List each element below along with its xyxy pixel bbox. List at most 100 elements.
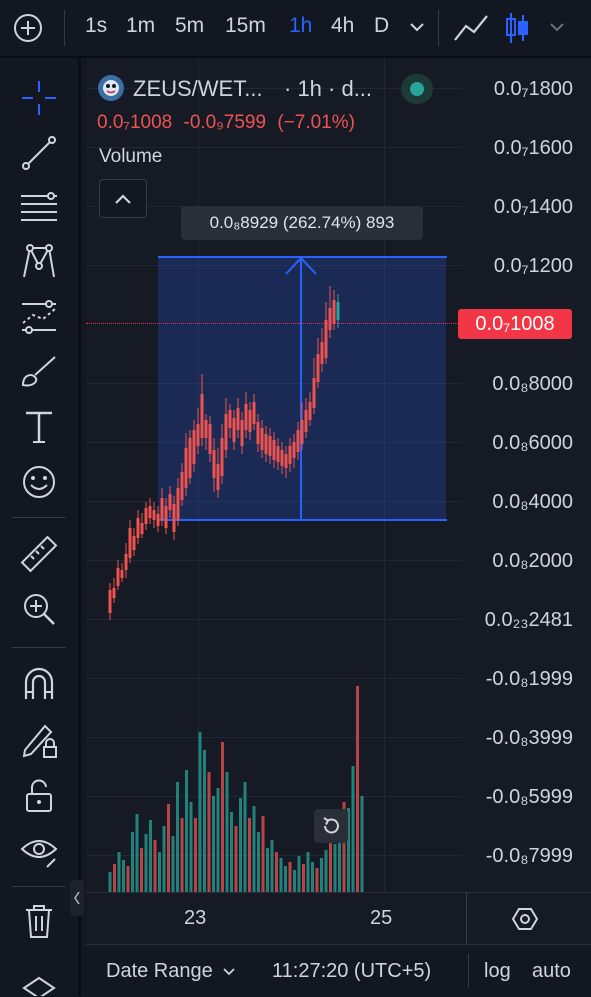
- volume-bar: [126, 866, 130, 892]
- reset-chart-button[interactable]: [314, 809, 348, 843]
- volume-bar: [257, 832, 260, 892]
- token-logo-icon: [98, 75, 124, 101]
- symbol-title[interactable]: ZEUS/WET...: [133, 76, 263, 101]
- volume-bar: [243, 782, 247, 892]
- time-label: 25: [370, 907, 393, 929]
- grid-line: [384, 58, 385, 892]
- date-range-label: Date Range: [106, 960, 213, 982]
- market-status[interactable]: [401, 74, 433, 104]
- candle-body: [144, 508, 148, 524]
- trend-line-tool[interactable]: [16, 130, 62, 176]
- volume-bar: [360, 796, 364, 892]
- delete-tool[interactable]: [16, 898, 62, 944]
- clock[interactable]: 11:27:20 (UTC+5): [272, 960, 432, 982]
- fib-tool[interactable]: [16, 185, 62, 231]
- price-label: 0.0₈8000: [492, 373, 573, 395]
- prediction-tool[interactable]: [16, 294, 62, 340]
- volume-bar: [149, 820, 152, 892]
- magnet-tool[interactable]: [16, 661, 62, 707]
- timeframe-15m[interactable]: 15m: [225, 14, 266, 37]
- volume-bar: [122, 860, 125, 892]
- brush-tool[interactable]: [16, 349, 62, 395]
- volume-bar: [131, 832, 134, 892]
- emoji-tool[interactable]: [16, 459, 62, 505]
- collapse-toolbar-button[interactable]: [70, 880, 84, 916]
- measure-bottom-line: [158, 519, 447, 521]
- measure-label: 0.0₈8929 (262.74%) 893: [181, 206, 423, 240]
- candle-body: [324, 320, 328, 358]
- pattern-tool[interactable]: [16, 239, 62, 285]
- timeframe-4h[interactable]: 4h: [331, 14, 355, 37]
- candle-body: [192, 430, 196, 464]
- lock-drawing-tool[interactable]: [16, 717, 62, 763]
- candle-body: [264, 434, 268, 454]
- timeframe-1h[interactable]: 1h: [289, 14, 313, 37]
- price-label: 0.0₈6000: [492, 432, 573, 454]
- candle-body: [244, 404, 248, 430]
- trend-line-icon: [22, 136, 56, 170]
- price-label: -0.0₈1999: [485, 668, 573, 690]
- crosshair-icon: [22, 81, 56, 115]
- candles-icon[interactable]: [503, 10, 531, 46]
- timeframe-5m[interactable]: 5m: [175, 14, 205, 37]
- timeframe-1s[interactable]: 1s: [85, 14, 108, 37]
- candle-body: [128, 528, 132, 558]
- collapse-legend-button[interactable]: [99, 179, 147, 218]
- volume-legend[interactable]: Volume: [99, 146, 163, 167]
- timeframe-d[interactable]: D: [374, 14, 390, 37]
- volume-bar: [297, 856, 301, 892]
- volume-bar: [252, 806, 256, 892]
- chevron-down-icon[interactable]: [408, 20, 426, 34]
- ruler-tool[interactable]: [16, 531, 62, 577]
- candle-body: [136, 518, 140, 538]
- candle-body: [196, 424, 200, 446]
- grid-line: [86, 678, 462, 679]
- candle-body: [260, 428, 264, 450]
- chart-settings-icon[interactable]: [512, 906, 538, 932]
- timeframe-1m[interactable]: 1m: [126, 14, 156, 37]
- chevron-up-icon: [115, 193, 131, 204]
- magnet-icon: [24, 667, 54, 699]
- candle-body: [156, 514, 160, 526]
- grid-line: [86, 501, 462, 502]
- more-tools-icon[interactable]: [22, 976, 56, 996]
- time-axis[interactable]: [86, 892, 591, 945]
- candle-body: [204, 420, 208, 438]
- grid-line: [86, 619, 462, 620]
- symbol-interval[interactable]: · 1h · d...: [284, 76, 373, 101]
- bottom-bar: [86, 944, 591, 997]
- price-label: 0.0₇1800: [493, 78, 573, 100]
- candle-body: [288, 446, 292, 464]
- volume-bar: [315, 868, 319, 892]
- volume-bar: [356, 686, 359, 892]
- grid-line: [86, 88, 462, 89]
- candle-body: [312, 378, 316, 408]
- unlock-tool[interactable]: [16, 773, 62, 819]
- volume-bar: [239, 798, 242, 892]
- candle-body: [304, 410, 308, 432]
- candle-body: [336, 302, 340, 320]
- zoom-in-tool[interactable]: [16, 586, 62, 632]
- line-chart-icon[interactable]: [452, 12, 490, 44]
- volume-bar: [176, 782, 179, 892]
- candle-body: [124, 554, 128, 570]
- auto-scale-toggle[interactable]: auto: [532, 960, 571, 982]
- volume-bar: [248, 818, 251, 892]
- chevron-down-icon[interactable]: [548, 20, 566, 34]
- eye-tool[interactable]: [16, 828, 62, 874]
- date-range-button[interactable]: Date Range: [106, 960, 236, 983]
- grid-line: [198, 58, 199, 892]
- candle-body: [220, 438, 224, 476]
- candle-body: [280, 450, 284, 466]
- volume-bar: [333, 844, 337, 892]
- candle-body: [248, 410, 252, 432]
- volume-bar: [230, 812, 233, 892]
- crosshair-tool[interactable]: [16, 75, 62, 121]
- add-symbol-icon[interactable]: [12, 12, 44, 44]
- text-tool[interactable]: [16, 404, 62, 450]
- log-scale-toggle[interactable]: log: [484, 960, 511, 982]
- drawing-toolbar: [0, 58, 81, 996]
- volume-bar: [329, 832, 332, 892]
- volume-bar: [194, 818, 197, 892]
- candle-body: [188, 438, 192, 478]
